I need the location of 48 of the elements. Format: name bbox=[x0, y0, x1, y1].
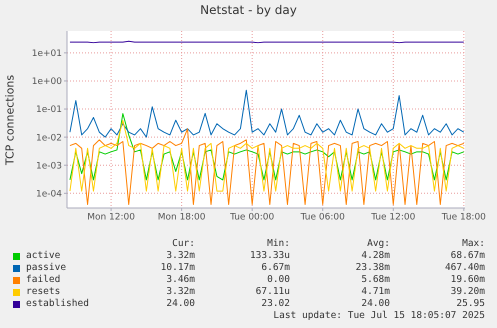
text: 467.40m bbox=[444, 262, 485, 273]
line-series bbox=[69, 90, 464, 138]
line-series bbox=[69, 128, 464, 205]
text: Avg: bbox=[367, 238, 390, 249]
y-tick-label: 1e-04 bbox=[36, 190, 62, 200]
text: Max: bbox=[462, 238, 485, 249]
text: 3.46m bbox=[166, 274, 195, 285]
text: Min: bbox=[267, 238, 290, 249]
text: 19.60m bbox=[450, 274, 485, 285]
y-tick-label: 1e+01 bbox=[32, 49, 62, 60]
text: 23.02 bbox=[261, 298, 290, 309]
legend-label: active bbox=[26, 250, 60, 261]
text: 0.00 bbox=[267, 274, 290, 285]
line-series bbox=[69, 120, 464, 192]
x-tick-label: Tue 12:00 bbox=[370, 212, 416, 222]
x-tick-label: Tue 18:00 bbox=[440, 212, 486, 222]
chart-title: Netstat - by day bbox=[199, 3, 298, 17]
text: 67.11u bbox=[256, 286, 290, 297]
text: 6.67m bbox=[261, 262, 290, 273]
text: 3.32m bbox=[166, 250, 195, 261]
y-tick-label: 1e+00 bbox=[32, 77, 62, 88]
text: 10.17m bbox=[160, 262, 195, 273]
legend-label: resets bbox=[26, 286, 60, 297]
line-series bbox=[69, 113, 464, 180]
text: 5.68m bbox=[361, 274, 390, 285]
x-tick-label: Mon 12:00 bbox=[87, 212, 136, 222]
text: 23.38m bbox=[356, 262, 390, 273]
x-tick-label: Tue 00:00 bbox=[229, 212, 275, 222]
text: 39.20m bbox=[450, 286, 485, 297]
x-tick-label: Tue 06:00 bbox=[300, 212, 346, 222]
y-tick-label: 1e-03 bbox=[36, 161, 62, 172]
text: Cur: bbox=[172, 238, 195, 249]
y-tick-label: 1e-02 bbox=[36, 133, 62, 144]
text: 3.32m bbox=[166, 286, 195, 297]
legend-label: passive bbox=[26, 262, 66, 273]
text: 133.33u bbox=[250, 250, 290, 261]
text: 24.00 bbox=[166, 298, 195, 309]
text: 68.67m bbox=[450, 250, 485, 261]
text: Last update: Tue Jul 15 18:05:07 2025 bbox=[273, 310, 485, 321]
legend-label: failed bbox=[26, 274, 60, 285]
legend-label: established bbox=[26, 298, 89, 309]
text: 24.00 bbox=[361, 298, 390, 309]
text: 4.71m bbox=[361, 286, 390, 297]
y-tick-label: 1e-01 bbox=[36, 105, 62, 116]
text: 25.95 bbox=[456, 298, 485, 309]
text: 4.28m bbox=[361, 250, 390, 261]
x-tick-label: Mon 18:00 bbox=[158, 212, 206, 222]
y-axis-title: TCP connections bbox=[4, 74, 16, 166]
